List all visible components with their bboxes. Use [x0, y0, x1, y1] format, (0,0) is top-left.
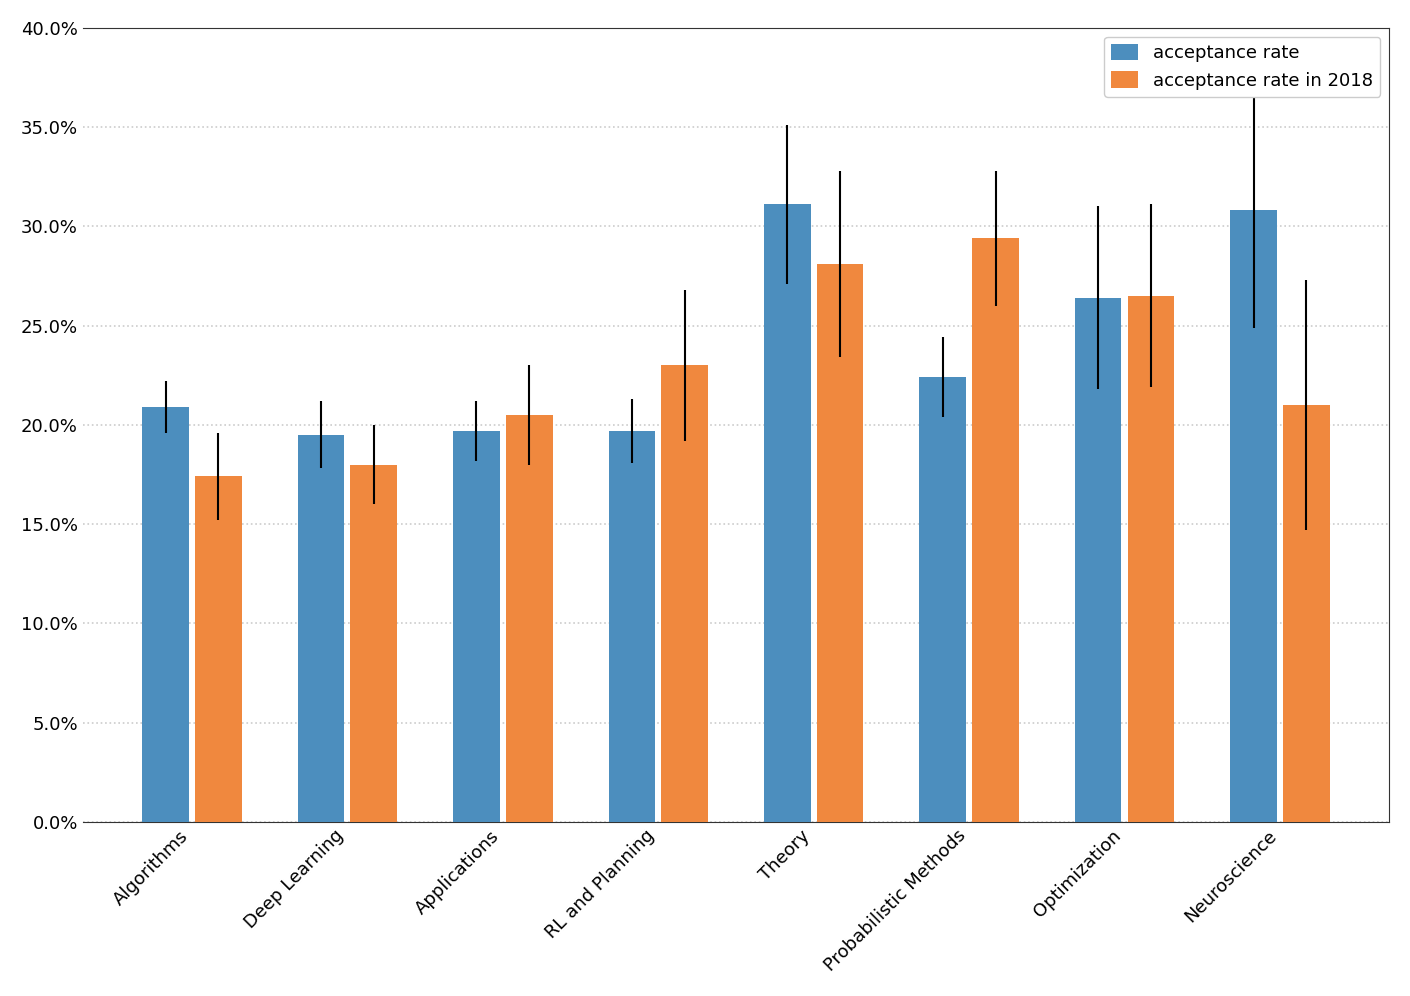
Bar [661, 366, 708, 822]
Bar [1074, 298, 1121, 822]
Bar [195, 476, 241, 822]
Bar [609, 431, 656, 822]
Bar [1283, 405, 1330, 822]
Bar [1231, 210, 1277, 822]
Bar [973, 238, 1019, 822]
Legend: acceptance rate, acceptance rate in 2018: acceptance rate, acceptance rate in 2018 [1104, 37, 1380, 97]
Bar [506, 415, 553, 822]
Bar [816, 264, 863, 822]
Bar [453, 431, 499, 822]
Bar [919, 377, 966, 822]
Bar [1128, 296, 1175, 822]
Bar [351, 464, 398, 822]
Bar [142, 407, 189, 822]
Bar [298, 434, 344, 822]
Bar [764, 204, 811, 822]
